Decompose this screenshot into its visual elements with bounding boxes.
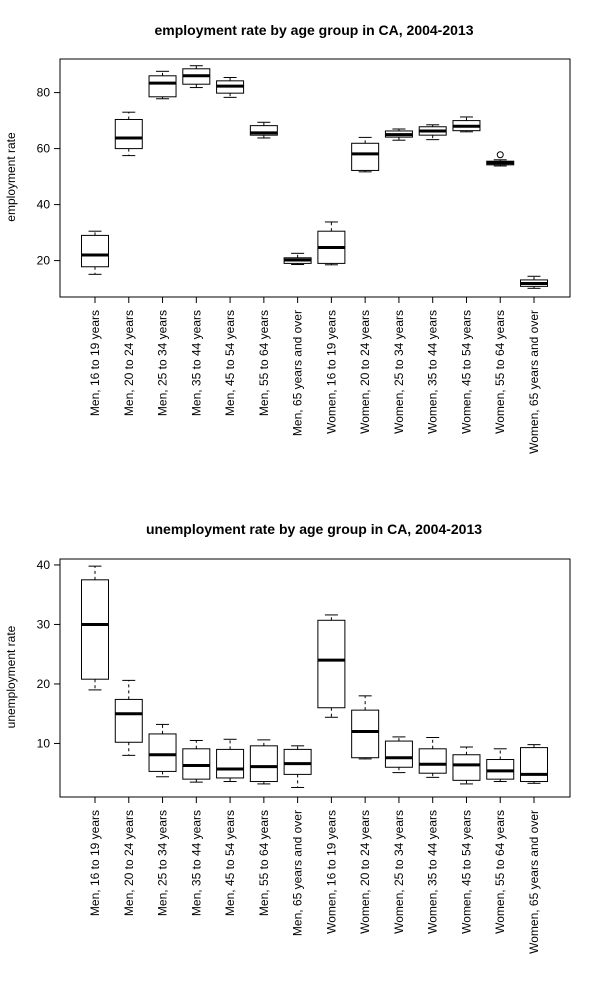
chart-title: employment rate by age group in CA, 2004… <box>155 22 474 38</box>
category-label: Men, 45 to 54 years <box>223 310 237 416</box>
box <box>351 709 380 759</box>
box <box>148 733 177 772</box>
category-label: Men, 35 to 44 years <box>189 310 203 416</box>
box <box>148 75 177 98</box>
y-axis-label: unemployment rate <box>4 625 18 728</box>
y-axis-label: employment rate <box>4 132 18 222</box>
category-label: Men, 65 years and over <box>291 310 305 436</box>
chart-title: unemployment rate by age group in CA, 20… <box>146 521 482 537</box>
category-label: Men, 20 to 24 years <box>122 810 136 916</box>
category-label: Women, 16 to 19 years <box>324 810 338 934</box>
category-label: Women, 55 to 64 years <box>493 310 507 434</box>
unemployment-chart: unemployment rate by age group in CA, 20… <box>4 521 571 954</box>
y-tick-label: 40 <box>37 198 51 212</box>
category-label: Men, 45 to 54 years <box>223 810 237 916</box>
box <box>351 142 380 171</box>
box <box>216 748 245 779</box>
y-tick-label: 80 <box>37 86 51 100</box>
y-tick-label: 30 <box>37 617 51 631</box>
employment-chart: employment rate by age group in CA, 2004… <box>4 22 571 454</box>
category-label: Women, 20 to 24 years <box>358 810 372 934</box>
category-label: Women, 45 to 54 years <box>459 310 473 434</box>
y-tick-label: 20 <box>37 254 51 268</box>
category-label: Men, 25 to 34 years <box>156 310 170 416</box>
box <box>249 745 278 783</box>
category-label: Men, 16 to 19 years <box>88 310 102 416</box>
box <box>317 619 346 709</box>
category-label: Women, 55 to 64 years <box>493 810 507 934</box>
box <box>452 754 481 781</box>
category-label: Women, 25 to 34 years <box>392 310 406 434</box>
category-label: Women, 25 to 34 years <box>392 810 406 934</box>
category-label: Men, 65 years and over <box>291 810 305 936</box>
category-label: Women, 65 years and over <box>527 310 541 454</box>
category-label: Men, 55 to 64 years <box>257 810 271 916</box>
box <box>520 747 549 783</box>
box <box>81 234 109 268</box>
y-tick-label: 20 <box>37 677 51 691</box>
plot-frame <box>59 58 571 298</box>
outlier-point <box>496 151 504 159</box>
box <box>283 748 312 775</box>
box <box>384 740 413 768</box>
category-label: Men, 25 to 34 years <box>156 810 170 916</box>
category-label: Women, 45 to 54 years <box>459 810 473 934</box>
category-label: Men, 20 to 24 years <box>122 310 136 416</box>
category-label: Men, 55 to 64 years <box>257 310 271 416</box>
box <box>81 579 109 680</box>
box <box>418 748 447 774</box>
category-label: Men, 16 to 19 years <box>88 810 102 916</box>
y-tick-label: 10 <box>37 736 51 750</box>
marks: 10 20 30 40 Men, 16 to 19 years Men, 20 to 24… <box>37 558 549 954</box>
category-label: Women, 35 to 44 years <box>426 310 440 434</box>
y-tick-label: 40 <box>37 558 51 572</box>
box <box>114 698 143 743</box>
category-label: Men, 35 to 44 years <box>189 810 203 916</box>
marks: 20 40 60 80 Men, 16 to 19 years Men, 20 to 24… <box>37 65 549 454</box>
category-label: Women, 65 years and over <box>527 810 541 954</box>
box <box>249 125 278 136</box>
category-label: Women, 16 to 19 years <box>324 310 338 434</box>
y-tick-label: 60 <box>37 142 51 156</box>
category-label: Women, 20 to 24 years <box>358 310 372 434</box>
category-label: Women, 35 to 44 years <box>426 810 440 934</box>
box <box>114 118 143 150</box>
